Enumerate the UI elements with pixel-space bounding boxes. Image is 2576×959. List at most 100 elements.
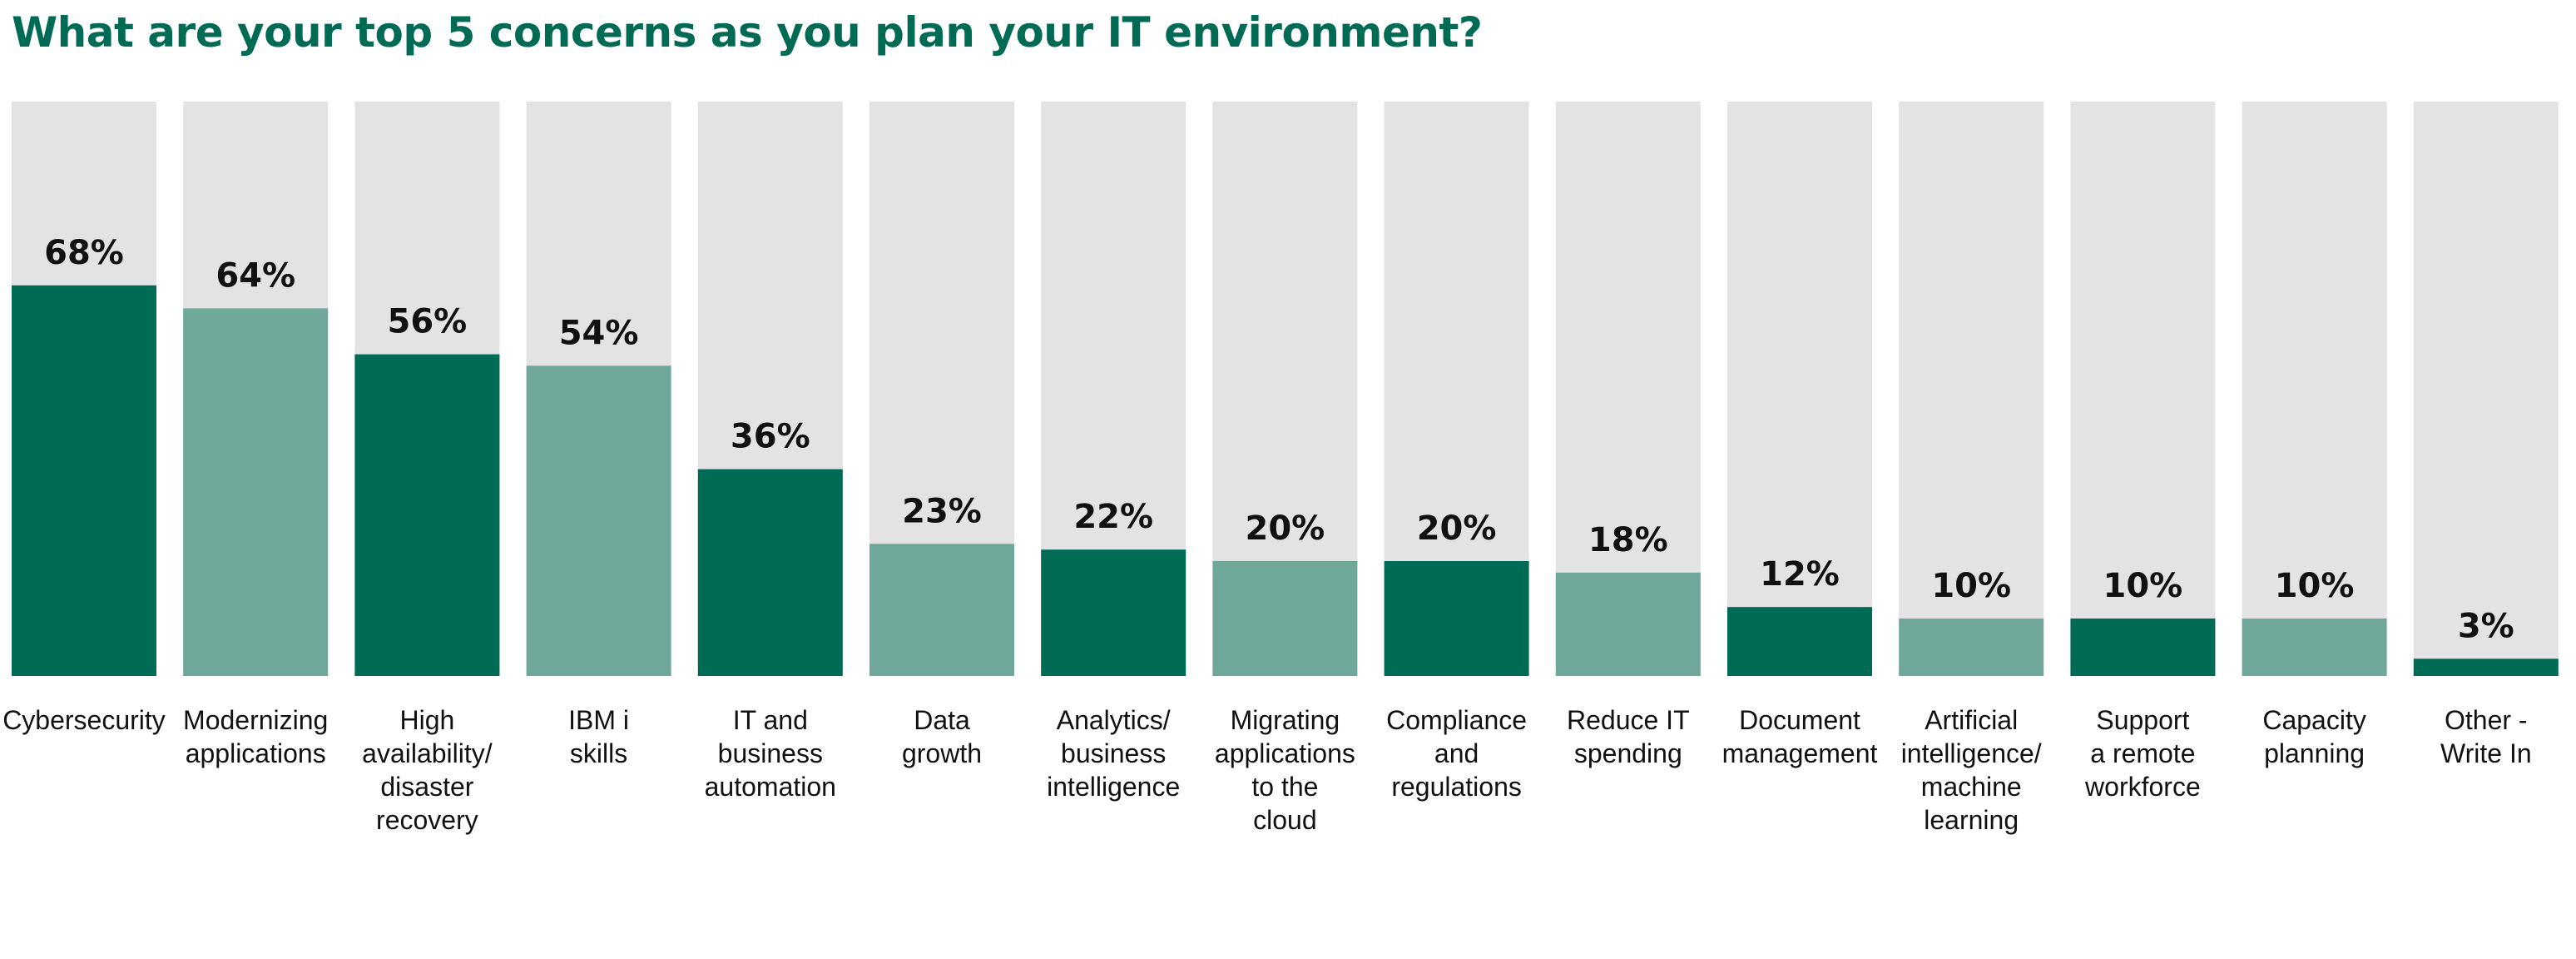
category-label-line: IBM i — [568, 705, 629, 735]
bar-group: 68% Cybersecurity — [2, 102, 166, 735]
category-label: Support a remote workforce — [2084, 705, 2201, 802]
category-label: Migrating applications to the cloud — [1215, 705, 1355, 835]
category-label: Reduce IT spending — [1567, 705, 1690, 768]
category-label-line: learning — [1924, 805, 2019, 835]
category-label: Compliance and regulations — [1386, 705, 1527, 802]
bar-group: 10% Capacity planning — [2242, 102, 2387, 768]
bar-group: 18% Reduce IT spending — [1555, 102, 1701, 768]
bar — [2413, 658, 2559, 676]
bar — [1899, 619, 2044, 676]
category-label-line: High — [399, 705, 454, 735]
category-label-line: IT and — [733, 705, 808, 735]
value-label: 22% — [1073, 498, 1153, 536]
category-label: Capacity planning — [2262, 705, 2366, 768]
category-label-line: Analytics/ — [1057, 705, 1171, 735]
bar-group: 22% Analytics/business intelligence — [1041, 102, 1186, 802]
category-label-line: Artificial — [1925, 705, 2018, 735]
value-label: 23% — [902, 492, 982, 530]
category-label-line: regulations — [1391, 772, 1522, 802]
value-label: 68% — [44, 234, 124, 272]
bar-track — [2413, 102, 2559, 676]
bar-track — [2242, 102, 2387, 676]
category-label: IBM i skills — [568, 705, 629, 768]
bar — [1384, 561, 1529, 676]
bar — [1727, 607, 1872, 676]
category-label-line: workforce — [2084, 772, 2201, 802]
category-label-line: cloud — [1253, 805, 1317, 835]
category-label-line: Document — [1739, 705, 1860, 735]
category-label-line: Support — [2096, 705, 2189, 735]
category-label-line: a remote — [2090, 738, 2195, 768]
category-label-line: automation — [705, 772, 836, 802]
category-label-line: applications — [186, 738, 326, 768]
category-label-line: management — [1722, 738, 1878, 768]
category-label-line: business — [1061, 738, 1166, 768]
value-label: 10% — [2275, 567, 2355, 605]
bar — [869, 544, 1014, 676]
category-label-line: recovery — [376, 805, 478, 835]
category-label-line: Capacity — [2262, 705, 2366, 735]
category-label-line: growth — [902, 738, 982, 768]
bar-group: 3% Other -Write In — [2413, 102, 2559, 768]
value-label: 54% — [559, 314, 639, 352]
bar — [2242, 619, 2387, 676]
category-label-line: machine — [1921, 772, 2022, 802]
value-label: 64% — [215, 256, 295, 295]
category-label: High availability/disaster recovery — [362, 705, 493, 835]
value-label: 3% — [2458, 607, 2514, 645]
bar-group: 23% Data growth — [869, 102, 1014, 768]
value-label: 56% — [388, 303, 468, 341]
category-label-line: Cybersecurity — [2, 705, 166, 735]
value-label: 20% — [1417, 509, 1497, 548]
bar — [697, 469, 843, 676]
value-label: 36% — [731, 418, 810, 456]
bar-group: 10% Artificial intelligence/machine learnin… — [1899, 102, 2044, 835]
bar-group: 54% IBM i skills — [526, 102, 671, 768]
category-label: Modernizing applications — [183, 705, 328, 768]
category-label-line: Other - — [2445, 705, 2528, 735]
bar — [1212, 561, 1358, 676]
category-label-line: Migrating — [1231, 705, 1340, 735]
category-label: Other -Write In — [2440, 705, 2532, 768]
category-label-line: business — [718, 738, 823, 768]
bar-track — [2070, 102, 2216, 676]
category-label-line: skills — [570, 738, 627, 768]
bar-group: 12% Document management — [1722, 102, 1878, 768]
category-label: Data growth — [902, 705, 982, 768]
category-label-line: intelligence/ — [1901, 738, 2042, 768]
bar-group: 10% Support a remote workforce — [2070, 102, 2216, 802]
value-label: 10% — [1931, 567, 2011, 605]
bar — [183, 308, 329, 676]
category-label-line: disaster — [380, 772, 473, 802]
bar-group: 64% Modernizing applications — [183, 102, 328, 768]
category-label-line: intelligence — [1047, 772, 1180, 802]
bar-group: 36% IT and business automation — [697, 102, 843, 802]
category-label-line: spending — [1574, 738, 1682, 768]
category-label-line: planning — [2264, 738, 2365, 768]
category-label-line: Data — [914, 705, 970, 735]
chart-title: What are your top 5 concerns as you plan… — [12, 8, 1483, 57]
category-label-line: Compliance — [1386, 705, 1527, 735]
category-label-line: applications — [1215, 738, 1355, 768]
bar — [12, 285, 156, 676]
category-label-line: Write In — [2440, 738, 2532, 768]
value-label: 10% — [2103, 567, 2183, 605]
bar-track — [1727, 102, 1872, 676]
category-label: Document management — [1722, 705, 1878, 768]
bar — [2070, 619, 2216, 676]
category-label-line: to the — [1251, 772, 1318, 802]
bar — [526, 365, 671, 676]
bar — [354, 354, 500, 676]
bar — [1041, 549, 1186, 676]
bar-track — [1899, 102, 2044, 676]
category-label: Artificial intelligence/machine learning — [1901, 705, 2042, 835]
bar — [1555, 572, 1701, 676]
category-label-line: availability/ — [362, 738, 493, 768]
value-label: 12% — [1760, 555, 1840, 594]
category-label-line: Modernizing — [183, 705, 328, 735]
category-label: Analytics/business intelligence — [1047, 705, 1180, 802]
bar-group: 20% Compliance and regulations — [1384, 102, 1529, 802]
category-label-line: Reduce IT — [1567, 705, 1690, 735]
bar-group: 56% High availability/disaster recovery — [354, 102, 500, 835]
